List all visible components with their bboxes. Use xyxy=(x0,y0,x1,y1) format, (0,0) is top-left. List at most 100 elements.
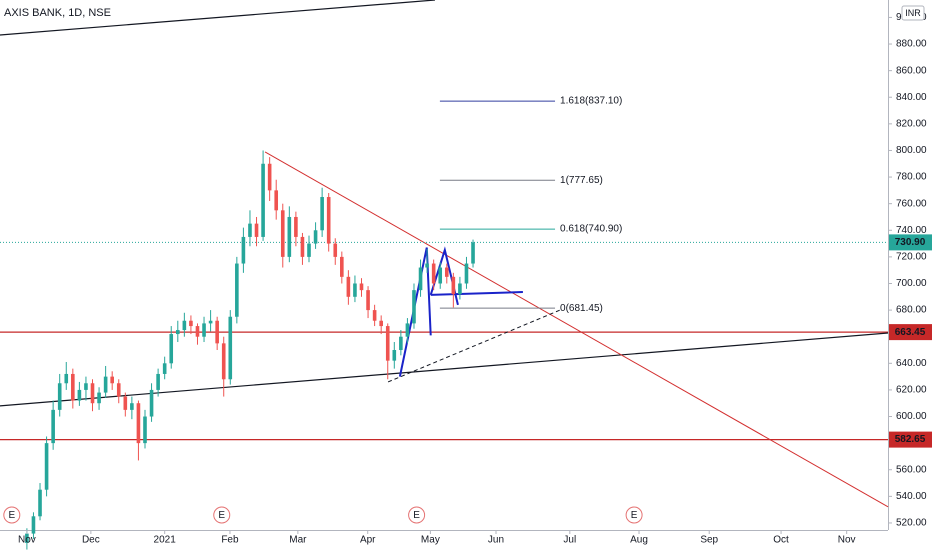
candle-body xyxy=(156,373,160,390)
x-tick-label: Mar xyxy=(289,535,307,546)
trendline xyxy=(264,151,889,508)
x-tick-label: Apr xyxy=(360,535,376,546)
candle-body xyxy=(57,383,62,410)
candle-body xyxy=(392,350,397,361)
x-tick-label: Aug xyxy=(630,535,648,546)
candle-body xyxy=(149,389,154,417)
candle-body xyxy=(458,283,462,295)
candle-body xyxy=(162,363,167,374)
y-tick-label: 640.00 xyxy=(896,358,927,369)
candle-body xyxy=(359,283,364,291)
candle-body xyxy=(123,396,128,410)
level-label-box xyxy=(889,431,932,448)
candle-body xyxy=(307,243,311,257)
candle-body xyxy=(103,376,108,393)
candle-body xyxy=(294,216,298,237)
event-label[interactable]: E xyxy=(218,510,225,521)
candle-body xyxy=(313,230,318,244)
fib-label: 1.618(837.10) xyxy=(560,96,622,107)
trendline xyxy=(387,309,561,383)
candle-body xyxy=(195,326,200,337)
event-label[interactable]: E xyxy=(413,510,420,521)
event-marker[interactable] xyxy=(213,506,231,524)
candle-body xyxy=(31,516,36,534)
candle-body xyxy=(136,403,141,444)
y-tick-label: 780.00 xyxy=(896,172,927,183)
candle-body xyxy=(418,267,423,291)
y-tick-label: 600.00 xyxy=(896,411,927,422)
candle-body xyxy=(110,376,114,384)
y-tick-label: 760.00 xyxy=(896,198,927,209)
candle-body xyxy=(425,263,429,268)
candle-body xyxy=(366,290,370,311)
candle-body xyxy=(77,389,82,401)
candle-body xyxy=(130,403,134,410)
candle-body xyxy=(90,383,95,404)
y-tick-label: 860.00 xyxy=(896,65,927,76)
candle-body xyxy=(280,210,285,257)
x-tick-label: Jun xyxy=(488,535,504,546)
event-marker[interactable] xyxy=(3,506,21,524)
event-marker[interactable] xyxy=(408,506,426,524)
candle-body xyxy=(471,242,475,264)
y-tick-label: 560.00 xyxy=(896,464,927,475)
candle-body xyxy=(346,276,351,297)
event-label[interactable]: E xyxy=(8,510,15,521)
candle-body xyxy=(169,334,174,364)
candle-body xyxy=(116,383,121,397)
trendline xyxy=(0,0,436,36)
candle-body xyxy=(267,163,272,191)
candle-body xyxy=(372,310,377,321)
level-label-box xyxy=(889,324,932,341)
candle-body xyxy=(215,320,219,344)
y-tick-label: 800.00 xyxy=(896,145,927,156)
x-tick-label: Feb xyxy=(221,535,239,546)
last-price-box xyxy=(889,234,932,251)
candle-body xyxy=(320,197,324,231)
fib-label: 1(777.65) xyxy=(560,175,603,186)
y-tick-label: 620.00 xyxy=(896,385,927,396)
y-tick-label: 820.00 xyxy=(896,118,927,129)
candle-body xyxy=(97,392,101,404)
candle-body xyxy=(438,267,443,284)
candle-body xyxy=(300,236,305,257)
y-tick-label: 880.00 xyxy=(896,39,927,50)
x-tick-label: Oct xyxy=(773,535,789,546)
candle-body xyxy=(451,276,456,295)
level-label: 663.45 xyxy=(895,327,926,338)
candle-body xyxy=(221,343,226,380)
candle-body xyxy=(287,216,292,257)
y-tick-label: 680.00 xyxy=(896,305,927,316)
candle-body xyxy=(182,320,187,331)
level-label: 582.65 xyxy=(895,434,926,445)
trendline xyxy=(0,332,889,407)
candle-body xyxy=(385,326,390,361)
candle-body xyxy=(228,316,233,380)
candle-body xyxy=(208,320,213,324)
candle-body xyxy=(254,223,259,237)
candle-body xyxy=(202,323,206,337)
currency-box[interactable] xyxy=(901,5,925,21)
candle-body xyxy=(405,323,410,337)
candle-body xyxy=(379,320,383,327)
y-tick-label: 520.00 xyxy=(896,518,927,529)
x-tick-label: May xyxy=(421,535,440,546)
event-label[interactable]: E xyxy=(631,510,638,521)
candle-body xyxy=(248,223,252,237)
event-marker[interactable] xyxy=(625,506,643,524)
candle-body xyxy=(175,330,180,335)
candle-body xyxy=(399,336,403,351)
x-tick-label: Nov xyxy=(838,535,856,546)
candle-body xyxy=(84,383,88,390)
candle-body xyxy=(353,283,357,297)
x-tick-label: Nov xyxy=(18,535,36,546)
candle-body xyxy=(274,190,279,211)
candle-body xyxy=(340,256,344,277)
x-tick-label: Dec xyxy=(82,535,100,546)
candle-body xyxy=(464,263,469,284)
currency[interactable]: INR xyxy=(905,8,921,18)
chart-title: AXIS BANK, 1D, NSE xyxy=(4,7,111,19)
y-tick-label: 540.00 xyxy=(896,491,927,502)
fib-label: 0.618(740.90) xyxy=(560,224,622,235)
